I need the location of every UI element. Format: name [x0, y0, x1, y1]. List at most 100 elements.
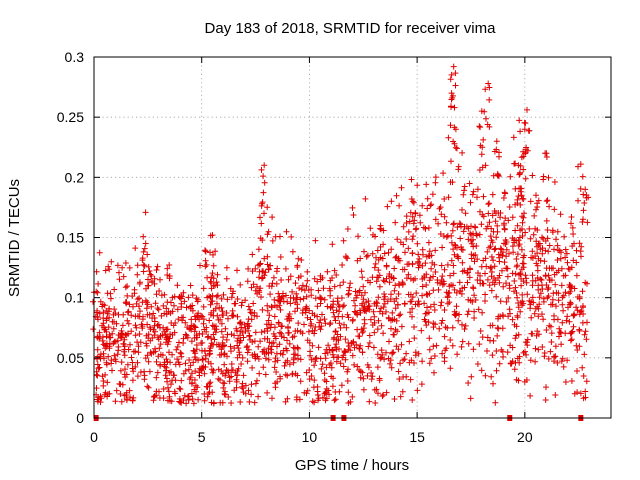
data-point	[359, 349, 366, 356]
data-point	[236, 349, 243, 356]
data-point	[216, 304, 223, 311]
data-point	[264, 253, 271, 260]
data-point	[230, 367, 236, 373]
data-point	[486, 219, 493, 226]
data-point	[372, 260, 379, 267]
data-point	[207, 278, 214, 285]
data-point	[223, 310, 230, 316]
data-point	[212, 248, 219, 255]
data-point	[318, 323, 325, 330]
data-point	[202, 348, 208, 355]
data-point	[374, 326, 381, 333]
data-point	[419, 283, 426, 290]
data-point	[146, 268, 153, 274]
data-point	[426, 346, 433, 353]
data-point	[396, 376, 403, 382]
data-point	[306, 339, 313, 346]
data-point	[248, 310, 255, 317]
data-point	[272, 233, 279, 240]
data-point	[202, 263, 209, 270]
data-point	[519, 291, 526, 298]
data-point	[493, 348, 500, 354]
data-point	[120, 273, 127, 280]
data-point	[180, 340, 187, 346]
data-point	[264, 307, 271, 314]
data-point	[219, 343, 226, 350]
data-point	[264, 261, 271, 268]
data-point	[189, 370, 195, 377]
data-point	[491, 263, 498, 270]
data-point	[144, 251, 151, 258]
data-point	[179, 317, 186, 324]
data-point	[368, 376, 375, 383]
data-point	[323, 364, 330, 371]
data-point	[415, 264, 422, 271]
data-point	[114, 351, 121, 358]
data-point	[385, 314, 392, 321]
data-point	[345, 291, 352, 298]
data-point	[475, 306, 482, 313]
data-point	[148, 303, 155, 310]
data-point	[244, 278, 251, 285]
data-point	[242, 382, 249, 389]
data-point	[488, 373, 495, 380]
data-point	[344, 311, 351, 318]
data-point	[477, 328, 484, 334]
data-point	[449, 342, 456, 349]
data-point	[307, 352, 314, 359]
data-point	[552, 343, 559, 350]
data-point	[375, 317, 382, 324]
data-point	[392, 254, 399, 261]
data-point	[489, 322, 496, 329]
data-point	[496, 272, 503, 279]
data-point	[557, 255, 564, 262]
data-point	[177, 386, 184, 393]
data-point	[356, 333, 363, 340]
data-point	[447, 122, 454, 129]
data-point	[425, 309, 432, 316]
data-point	[193, 388, 199, 395]
data-point	[122, 284, 129, 291]
data-point	[239, 299, 246, 306]
data-point	[247, 336, 254, 343]
data-point	[347, 280, 354, 287]
data-point	[574, 347, 581, 353]
data-point	[434, 279, 441, 286]
data-point	[238, 302, 245, 309]
data-point	[266, 312, 273, 319]
data-point	[207, 343, 214, 350]
data-point	[568, 214, 575, 220]
data-point	[532, 345, 539, 352]
data-point	[523, 146, 529, 153]
data-point	[515, 377, 522, 384]
data-point	[388, 325, 394, 332]
data-point	[421, 274, 428, 281]
data-point	[396, 312, 403, 319]
data-point	[361, 320, 368, 327]
data-point	[147, 349, 154, 356]
data-point	[527, 301, 534, 308]
data-point	[532, 225, 539, 232]
data-point	[477, 280, 484, 287]
data-point	[388, 198, 395, 205]
data-point	[544, 197, 551, 204]
data-point	[526, 225, 533, 232]
data-point	[542, 397, 549, 403]
data-point	[378, 305, 384, 312]
data-point	[456, 311, 463, 318]
data-point	[201, 370, 208, 377]
data-point	[534, 328, 541, 335]
data-point	[101, 302, 108, 309]
data-point	[527, 198, 534, 205]
data-point	[537, 290, 544, 297]
data-point	[277, 375, 284, 382]
data-point	[545, 284, 552, 291]
data-point	[394, 301, 401, 308]
data-point	[380, 391, 387, 398]
data-point	[245, 265, 252, 272]
data-point	[397, 360, 404, 367]
data-point	[285, 276, 292, 283]
data-point	[515, 304, 522, 311]
data-point	[294, 294, 301, 301]
data-point	[256, 274, 262, 281]
